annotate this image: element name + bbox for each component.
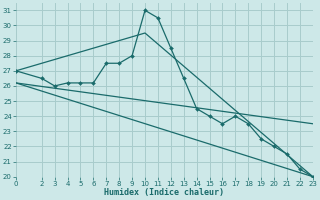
X-axis label: Humidex (Indice chaleur): Humidex (Indice chaleur): [104, 188, 224, 197]
